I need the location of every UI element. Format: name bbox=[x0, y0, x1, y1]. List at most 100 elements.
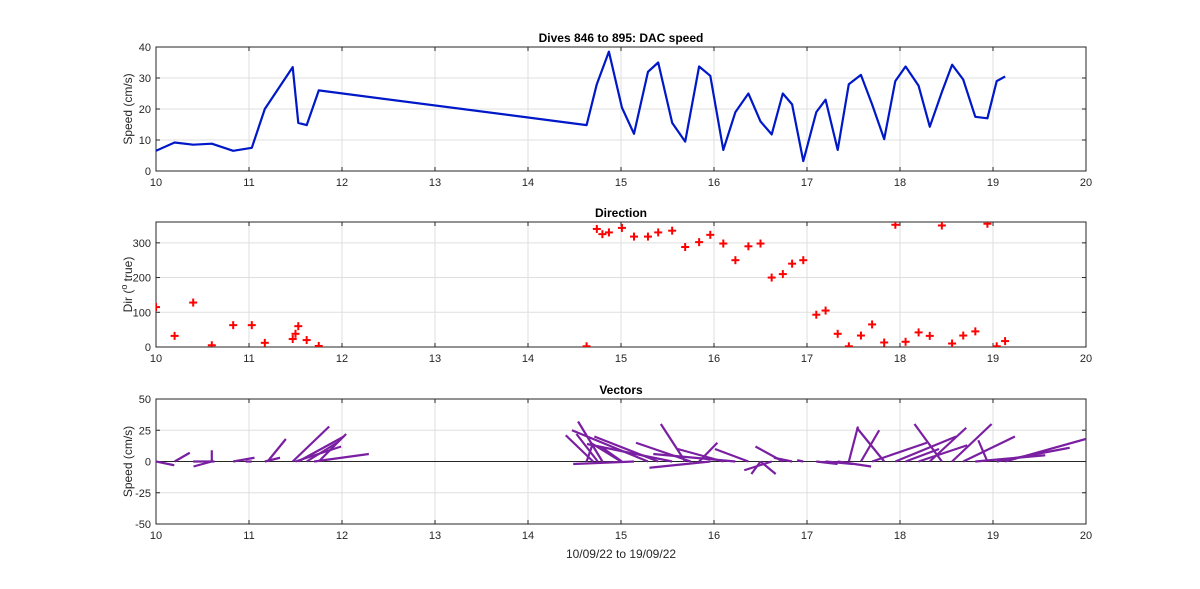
x-tick-label: 19 bbox=[987, 177, 999, 189]
direction-point bbox=[294, 322, 303, 331]
current-vector bbox=[714, 447, 749, 463]
y-tick-label: 0 bbox=[145, 166, 151, 178]
x-tick-label: 18 bbox=[894, 177, 906, 189]
x-tick-label: 13 bbox=[429, 353, 441, 365]
y-tick-label: 25 bbox=[139, 425, 151, 437]
direction-point bbox=[695, 238, 704, 247]
current-vector bbox=[773, 456, 793, 463]
current-vector bbox=[573, 460, 635, 466]
direction-point bbox=[767, 273, 776, 282]
y-tick-label: 30 bbox=[139, 73, 151, 85]
current-vector bbox=[918, 444, 968, 463]
y-tick-label: 40 bbox=[139, 42, 151, 54]
direction-point bbox=[592, 224, 601, 233]
x-tick-label: 13 bbox=[429, 530, 441, 542]
direction-point bbox=[1001, 337, 1010, 346]
direction-point bbox=[778, 270, 787, 279]
x-tick-label: 17 bbox=[801, 353, 813, 365]
direction-point bbox=[604, 228, 613, 237]
current-vector bbox=[951, 423, 993, 463]
x-tick-label: 16 bbox=[708, 177, 720, 189]
direction-point bbox=[833, 329, 842, 338]
x-tick-label: 15 bbox=[615, 353, 627, 365]
direction-point bbox=[654, 228, 663, 237]
speed-series-line bbox=[156, 50, 1006, 163]
direction-point bbox=[668, 226, 677, 235]
x-tick-label: 14 bbox=[522, 530, 534, 542]
x-tick-label: 11 bbox=[243, 177, 254, 189]
axes-2: 10 11 12 13 14 15 16 17 18 19 200100200300Directio… bbox=[119, 206, 1092, 365]
current-vector bbox=[653, 452, 736, 463]
current-vector bbox=[855, 427, 886, 463]
current-vector bbox=[859, 429, 881, 463]
direction-point bbox=[925, 331, 934, 340]
direction-point bbox=[247, 321, 256, 330]
current-vector bbox=[571, 429, 649, 463]
current-vector bbox=[1004, 437, 1086, 463]
current-vector bbox=[193, 460, 213, 468]
x-tick-label: 17 bbox=[801, 530, 813, 542]
direction-point bbox=[992, 342, 1001, 347]
direction-point bbox=[821, 306, 830, 315]
current-vector bbox=[297, 435, 345, 463]
direction-point bbox=[719, 239, 728, 248]
direction-point bbox=[731, 256, 740, 265]
current-vector bbox=[174, 451, 191, 463]
x-tick-label: 12 bbox=[336, 530, 348, 542]
x-tick-label: 10 bbox=[150, 530, 162, 542]
direction-point bbox=[983, 222, 992, 228]
x-tick-label: 14 bbox=[522, 353, 534, 365]
y-axis-label: Speed (cm/s) bbox=[121, 426, 135, 497]
direction-point bbox=[880, 338, 889, 347]
current-vector bbox=[816, 460, 838, 466]
current-vector bbox=[894, 435, 957, 463]
current-vector bbox=[306, 441, 338, 463]
y-axis-label: Speed (cm/s) bbox=[121, 73, 135, 144]
current-vector bbox=[313, 452, 369, 463]
y-tick-label: 100 bbox=[133, 307, 151, 319]
y-tick-label: 20 bbox=[139, 104, 151, 116]
direction-point bbox=[260, 338, 269, 347]
direction-point bbox=[856, 331, 865, 340]
current-vector bbox=[266, 438, 287, 463]
current-vector bbox=[743, 460, 772, 472]
current-vector bbox=[837, 460, 872, 468]
direction-point bbox=[229, 321, 238, 330]
current-vector bbox=[796, 459, 804, 463]
x-tick-label: 11 bbox=[243, 530, 254, 542]
y-tick-label: 10 bbox=[139, 135, 151, 147]
x-tick-label: 15 bbox=[615, 177, 627, 189]
x-tick-label: 14 bbox=[522, 177, 534, 189]
current-vector bbox=[750, 460, 762, 475]
direction-point bbox=[844, 342, 853, 347]
current-vector bbox=[977, 439, 989, 462]
x-tick-label: 18 bbox=[894, 530, 906, 542]
x-tick-label: 17 bbox=[801, 177, 813, 189]
y-tick-label: 300 bbox=[133, 238, 151, 250]
chart-title: Direction bbox=[595, 206, 647, 220]
direction-point bbox=[288, 335, 297, 344]
direction-point bbox=[189, 298, 198, 307]
x-tick-label: 12 bbox=[336, 177, 348, 189]
x-tick-label: 15 bbox=[615, 530, 627, 542]
direction-point bbox=[643, 232, 652, 241]
current-vector bbox=[586, 442, 673, 463]
x-tick-label: 10 bbox=[150, 177, 162, 189]
direction-point bbox=[617, 223, 626, 232]
x-tick-label: 20 bbox=[1080, 353, 1092, 365]
direction-point bbox=[948, 339, 957, 347]
chart-title: Dives 846 to 895: DAC speed bbox=[539, 31, 704, 45]
x-tick-label: 16 bbox=[708, 530, 720, 542]
x-tick-label: 18 bbox=[894, 353, 906, 365]
chart-title: Vectors bbox=[599, 383, 643, 397]
direction-point bbox=[170, 331, 179, 340]
x-tick-label: 13 bbox=[429, 177, 441, 189]
plot-area bbox=[156, 50, 1006, 163]
current-vector bbox=[847, 426, 860, 462]
direction-point bbox=[788, 259, 797, 268]
current-vector bbox=[635, 441, 692, 463]
current-vector bbox=[649, 460, 711, 469]
direction-point bbox=[630, 232, 639, 241]
y-tick-label: -50 bbox=[135, 519, 151, 531]
